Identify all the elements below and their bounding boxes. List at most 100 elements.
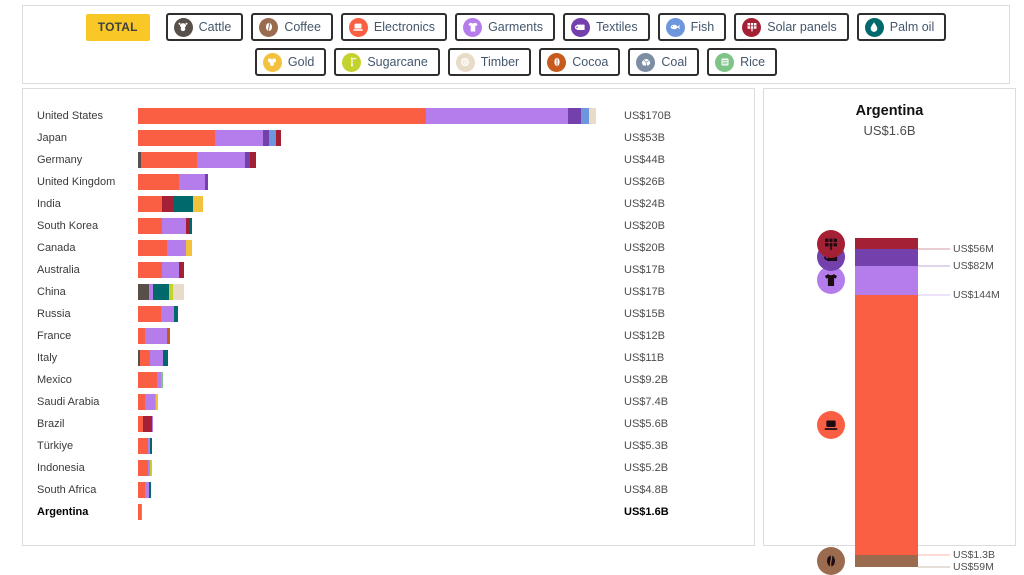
filter-garments-button[interactable]: Garments — [455, 13, 555, 41]
bar-segment-garments[interactable] — [426, 108, 567, 124]
bar-segment-cattle[interactable] — [138, 284, 149, 300]
bar-segment-electronics[interactable] — [138, 218, 162, 234]
country-bar[interactable] — [138, 196, 203, 212]
filter-coffee-button[interactable]: Coffee — [251, 13, 333, 41]
bar-segment-sugarcane[interactable] — [150, 460, 152, 476]
bar-segment-electronics[interactable] — [138, 130, 215, 146]
country-bar[interactable] — [138, 328, 170, 344]
bar-segment-solar-panels[interactable] — [162, 196, 173, 212]
bar-segment-palm-oil[interactable] — [189, 218, 192, 234]
bar-segment-electronics[interactable] — [138, 328, 145, 344]
bar-segment-electronics[interactable] — [138, 196, 162, 212]
bar-segment-textiles[interactable] — [568, 108, 581, 124]
country-bar[interactable] — [138, 416, 153, 432]
bar-segment-electronics[interactable] — [138, 174, 179, 190]
filter-sugarcane-button[interactable]: Sugarcane — [334, 48, 439, 76]
filter-palm-oil-button[interactable]: Palm oil — [857, 13, 946, 41]
country-bar[interactable] — [138, 152, 257, 168]
country-bar[interactable] — [138, 306, 178, 322]
filter-total-button[interactable]: TOTAL — [86, 14, 150, 41]
country-bar[interactable] — [138, 218, 192, 234]
bar-segment-garments[interactable] — [215, 130, 263, 146]
bar-segment-electronics[interactable] — [138, 240, 167, 256]
bar-segment-palm-oil[interactable] — [153, 284, 169, 300]
bar-segment-garments[interactable] — [167, 240, 186, 256]
bar-segment-timber[interactable] — [173, 284, 184, 300]
country-bar[interactable] — [138, 174, 208, 190]
filter-solar-panels-button[interactable]: Solar panels — [734, 13, 849, 41]
bar-segment-garments[interactable] — [179, 174, 205, 190]
bar-segment-gold[interactable] — [156, 394, 158, 410]
bar-segment-fish[interactable] — [269, 130, 276, 146]
country-bar[interactable] — [138, 394, 158, 410]
country-bar[interactable] — [138, 372, 163, 388]
country-bar[interactable] — [138, 284, 184, 300]
bar-segment-electronics[interactable] — [138, 108, 426, 124]
filter-cocoa-button[interactable]: Cocoa — [539, 48, 620, 76]
bar-segment-garments[interactable] — [152, 416, 153, 432]
bar-segment-solar-panels[interactable] — [179, 262, 183, 278]
country-bar[interactable] — [138, 350, 168, 366]
bar-segment-palm-oil[interactable] — [150, 438, 152, 454]
bar-segment-electronics[interactable] — [138, 372, 157, 388]
country-bar[interactable] — [138, 108, 596, 124]
bar-segment-solar-panels[interactable] — [250, 152, 257, 168]
bar-segment-cocoa[interactable] — [167, 328, 170, 344]
bar-segment-solar-panels[interactable] — [276, 130, 281, 146]
bar-segment-electronics[interactable] — [140, 350, 150, 366]
bar-segment-electronics[interactable] — [138, 460, 148, 476]
country-bar[interactable] — [138, 130, 281, 146]
bar-segment-garments[interactable] — [150, 350, 163, 366]
bar-segment-garments[interactable] — [162, 218, 185, 234]
filter-electronics-button[interactable]: Electronics — [341, 13, 447, 41]
bar-segment-garments[interactable] — [161, 306, 174, 322]
bar-segment-electronics[interactable] — [138, 306, 161, 322]
filter-coal-button[interactable]: Coal — [628, 48, 699, 76]
bar-segment-electronics[interactable] — [141, 152, 197, 168]
bar-segment-textiles[interactable] — [205, 174, 208, 190]
filter-fish-button[interactable]: Fish — [658, 13, 727, 41]
filter-textiles-button[interactable]: Textiles — [563, 13, 650, 41]
country-bar[interactable] — [138, 438, 152, 454]
bar-segment-electronics[interactable] — [138, 262, 162, 278]
country-bar[interactable] — [138, 482, 151, 498]
filter-cattle-button[interactable]: Cattle — [166, 13, 244, 41]
country-bar[interactable] — [138, 240, 192, 256]
bar-segment-solar-panels[interactable] — [143, 416, 152, 432]
bar-segment-gold[interactable] — [193, 196, 202, 212]
filter-rice-button[interactable]: Rice — [707, 48, 777, 76]
bar-segment-fish[interactable] — [581, 108, 589, 124]
country-bar[interactable] — [138, 460, 152, 476]
bar-segment-palm-oil[interactable] — [149, 482, 151, 498]
bar-segment-garments[interactable] — [162, 262, 179, 278]
bar-segment-electronics[interactable] — [138, 394, 145, 410]
bar-segment-gold[interactable] — [186, 240, 192, 256]
country-bar[interactable] — [138, 262, 184, 278]
bar-segment-electronics[interactable] — [138, 438, 148, 454]
bar-segment-palm-oil[interactable] — [174, 306, 178, 322]
bar-segment-palm-oil[interactable] — [173, 196, 193, 212]
filter-gold-button[interactable]: Gold — [255, 48, 326, 76]
bar-segment-palm-oil[interactable] — [163, 350, 168, 366]
country-bar[interactable] — [138, 504, 142, 520]
filter-timber-button[interactable]: Timber — [448, 48, 531, 76]
bar-segment-rice[interactable] — [161, 372, 162, 388]
bar-segment-garments[interactable] — [145, 328, 167, 344]
bar-segment-garments[interactable] — [145, 394, 155, 410]
